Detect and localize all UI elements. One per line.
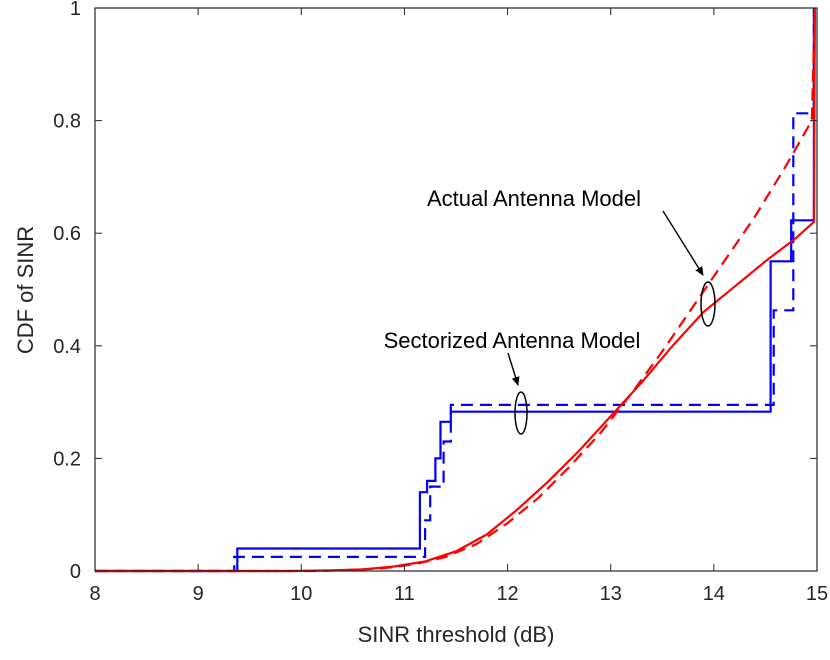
x-tick-label: 8 [89, 583, 100, 605]
x-tick-label: 12 [496, 583, 518, 605]
annotation-actual-ellipse [700, 281, 716, 327]
x-tick-label: 15 [806, 583, 828, 605]
series-line-0 [95, 8, 816, 573]
x-axis-label: SINR threshold (dB) [358, 622, 555, 647]
annotation-sectorized-ellipse [514, 391, 528, 435]
plot-area [95, 8, 817, 571]
x-tick-label: 13 [600, 583, 622, 605]
x-tick-label: 10 [290, 583, 312, 605]
annotation-sectorized-label: Sectorized Antenna Model [384, 328, 641, 353]
y-tick-label: 0 [70, 561, 81, 583]
x-tick-label: 9 [193, 583, 204, 605]
y-tick-label: 0.8 [53, 111, 81, 133]
y-axis: 0 0.2 0.4 0.6 0.8 1 [53, 0, 817, 583]
y-tick-label: 0.4 [53, 336, 81, 358]
series-line-3 [95, 7, 816, 573]
y-tick-label: 1 [70, 0, 81, 20]
series-line-1 [95, 8, 816, 573]
plot-frame [94, 7, 818, 572]
y-axis-label: CDF of SINR [13, 226, 38, 354]
series-layer [95, 7, 817, 573]
x-axis: 8 9 10 11 12 13 14 15 [89, 8, 828, 605]
annotation-actual-arrow [662, 210, 704, 276]
y-tick-label: 0.2 [53, 448, 81, 470]
x-tick-label: 11 [394, 583, 415, 605]
annotation-actual-label: Actual Antenna Model [427, 186, 641, 211]
y-tick-label: 0.6 [53, 223, 81, 245]
annotation-sectorized-arrow [507, 352, 520, 386]
x-tick-label: 14 [703, 583, 725, 605]
